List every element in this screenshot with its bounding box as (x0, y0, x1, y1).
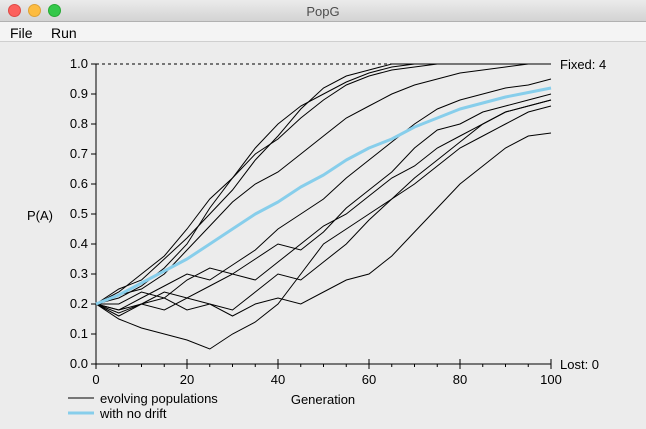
x-axis-label: Generation (291, 392, 355, 407)
fixed-count-label: Fixed: 4 (560, 57, 606, 72)
window-title: PopG (306, 4, 340, 19)
y-axis-label: P(A) (27, 208, 53, 223)
population-line (95, 78, 552, 311)
x-tick-label: 40 (271, 372, 285, 387)
no-drift-line (95, 86, 552, 306)
x-tick-label: 0 (92, 372, 99, 387)
x-tick-label: 20 (180, 372, 194, 387)
lost-count-label: Lost: 0 (560, 357, 599, 372)
population-line (95, 105, 552, 317)
y-tick-label: 0.8 (70, 116, 88, 131)
menu-run[interactable]: Run (51, 25, 77, 41)
minimize-window-button[interactable] (28, 4, 41, 17)
y-tick-label: 0.9 (70, 86, 88, 101)
y-tick-label: 0.0 (70, 356, 88, 371)
population-line (95, 63, 551, 305)
x-tick-label: 80 (453, 372, 467, 387)
zoom-window-button[interactable] (48, 4, 61, 17)
allele-frequency-chart: 0.0 0.1 0.2 0.3 0.4 0.5 0.6 0.7 0.8 0.9 1.0 0 20 40 60… (27, 56, 606, 421)
title-bar: PopG (0, 0, 646, 22)
legend: evolving populations with no drift (68, 391, 218, 421)
plot-area: 0.0 0.1 0.2 0.3 0.4 0.5 0.6 0.7 0.8 0.9 1.0 0 20 40 60… (0, 43, 646, 429)
legend-nodrift-label: with no drift (99, 406, 167, 421)
legend-evolving-label: evolving populations (100, 391, 218, 406)
close-window-button[interactable] (8, 4, 21, 17)
x-tick-label: 100 (540, 372, 562, 387)
y-tick-label: 0.2 (70, 296, 88, 311)
y-tick-label: 1.0 (70, 56, 88, 71)
population-line (95, 132, 552, 317)
y-tick-label: 0.6 (70, 176, 88, 191)
y-tick-label: 0.7 (70, 146, 88, 161)
menu-file[interactable]: File (10, 25, 33, 41)
y-tick-label: 0.1 (70, 326, 88, 341)
population-line (95, 99, 552, 314)
population-line (95, 99, 552, 350)
y-tick-label: 0.3 (70, 266, 88, 281)
population-line (96, 93, 552, 305)
x-tick-label: 60 (362, 372, 376, 387)
menu-bar: File Run (0, 22, 646, 42)
y-tick-label: 0.5 (70, 206, 88, 221)
y-tick-label: 0.4 (70, 236, 88, 251)
